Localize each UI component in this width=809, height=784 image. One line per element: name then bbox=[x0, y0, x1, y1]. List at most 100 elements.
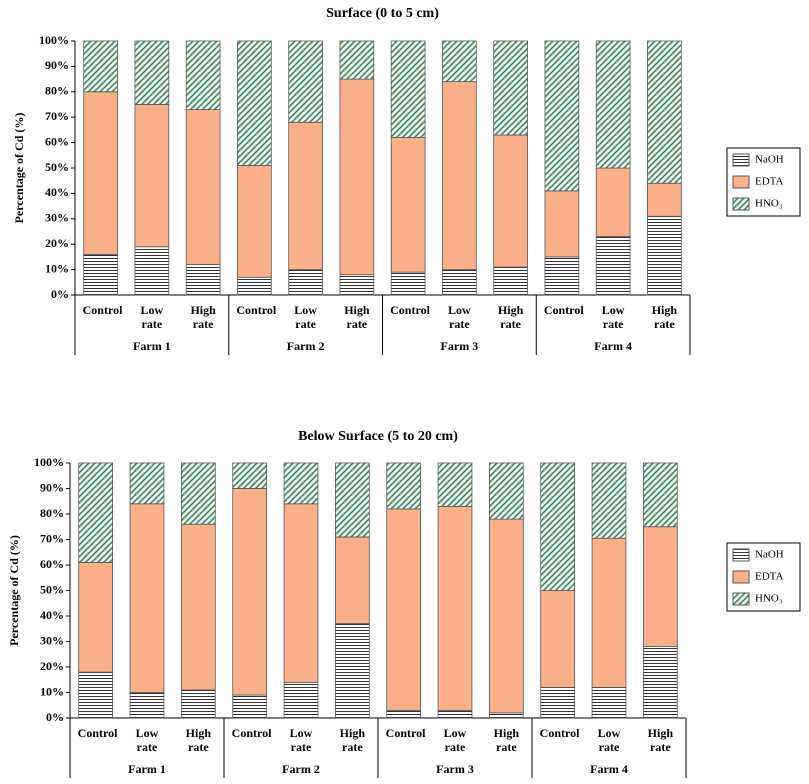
bar-segment bbox=[339, 274, 375, 296]
bar-segment bbox=[595, 236, 631, 296]
x-tick-label: High rate bbox=[651, 303, 678, 331]
bar-segment bbox=[386, 462, 422, 510]
bar-segment bbox=[442, 269, 477, 296]
bar-segment bbox=[595, 40, 631, 169]
y-tick-label: 40% bbox=[45, 185, 69, 199]
bar-segment bbox=[488, 518, 524, 714]
y-tick-label: 100% bbox=[34, 455, 64, 469]
y-tick-label: 50% bbox=[40, 582, 64, 596]
group-label: Farm 1 bbox=[128, 762, 166, 776]
bar-segment bbox=[493, 40, 528, 136]
legend-label: NaOH bbox=[755, 549, 784, 561]
bar-segment bbox=[386, 709, 422, 719]
bar-segment bbox=[334, 536, 370, 625]
legend-label: EDTA bbox=[755, 571, 784, 583]
group-label: Farm 3 bbox=[436, 762, 474, 776]
x-tick-label: Low rate bbox=[135, 726, 159, 754]
y-tick-label: 60% bbox=[40, 557, 64, 571]
bar-segment bbox=[232, 694, 268, 719]
bar-segment bbox=[544, 256, 580, 296]
chart-title: Below Surface (5 to 20 cm) bbox=[298, 429, 458, 444]
y-tick-label: 70% bbox=[40, 531, 64, 545]
group-label: Farm 4 bbox=[594, 339, 632, 353]
legend-swatch bbox=[732, 592, 750, 606]
y-tick-label: 50% bbox=[45, 160, 69, 174]
bar-segment bbox=[442, 40, 477, 83]
bar-segment bbox=[390, 40, 426, 138]
bar-segment bbox=[288, 269, 323, 296]
bar-segment bbox=[595, 167, 631, 237]
bar-segment bbox=[180, 689, 216, 719]
bar-segment bbox=[544, 190, 580, 258]
bar-segment bbox=[180, 523, 216, 691]
x-tick-label: Control bbox=[543, 303, 584, 317]
bar-segment bbox=[642, 526, 678, 647]
bar-segment bbox=[134, 40, 170, 105]
y-tick-label: 0% bbox=[46, 710, 64, 724]
bar-segment bbox=[334, 462, 370, 538]
bar-segment bbox=[339, 40, 375, 80]
bar-segment bbox=[83, 253, 118, 296]
y-tick-label: 20% bbox=[45, 236, 69, 250]
bar-segment bbox=[83, 91, 118, 255]
group-label: Farm 1 bbox=[133, 339, 171, 353]
y-tick-label: 90% bbox=[45, 58, 69, 72]
y-axis-label: Percentage of Cd (%) bbox=[7, 535, 21, 646]
bar-segment bbox=[493, 266, 528, 296]
bar-segment bbox=[232, 488, 268, 696]
y-tick-label: 10% bbox=[45, 261, 69, 275]
bar-segment bbox=[386, 508, 422, 711]
x-tick-label: Low rate bbox=[601, 303, 625, 331]
x-tick-label: Low rate bbox=[448, 303, 471, 331]
legend-swatch bbox=[732, 548, 750, 562]
y-tick-label: 100% bbox=[39, 33, 69, 47]
bar-segment bbox=[129, 462, 165, 505]
y-tick-label: 70% bbox=[45, 109, 69, 123]
y-tick-label: 20% bbox=[40, 659, 64, 673]
bar-segment bbox=[642, 646, 678, 719]
bar-segment bbox=[232, 462, 268, 489]
bar-segment bbox=[129, 503, 165, 693]
bar-segment bbox=[78, 671, 114, 719]
bar-segment bbox=[591, 537, 627, 688]
bar-segment bbox=[647, 182, 682, 217]
bar-segment bbox=[283, 462, 319, 505]
legend-label: NaOH bbox=[755, 154, 784, 166]
x-tick-label: High rate bbox=[647, 726, 673, 754]
x-tick-label: Control bbox=[231, 726, 272, 740]
y-tick-label: 60% bbox=[45, 134, 69, 148]
y-tick-label: 80% bbox=[45, 84, 69, 98]
legend-label: HNO₃ bbox=[755, 198, 783, 210]
group-label: Farm 2 bbox=[286, 339, 325, 353]
x-tick-label: Low rate bbox=[140, 303, 164, 331]
bar-segment bbox=[390, 137, 426, 273]
group-label: Farm 4 bbox=[590, 762, 628, 776]
bar-segment bbox=[185, 40, 221, 110]
bar-segment bbox=[442, 81, 477, 271]
bar-segment bbox=[78, 562, 114, 673]
group-label: Farm 2 bbox=[282, 762, 320, 776]
bar-segment bbox=[437, 505, 473, 711]
bar-segment bbox=[134, 104, 170, 248]
x-tick-label: High rate bbox=[190, 303, 216, 331]
legend-swatch bbox=[732, 197, 750, 211]
bar-segment bbox=[544, 40, 580, 192]
bar-segment bbox=[437, 462, 473, 507]
x-tick-label: Control bbox=[390, 303, 430, 317]
bar-segment bbox=[237, 40, 272, 166]
x-tick-label: Low rate bbox=[597, 726, 621, 754]
bar-segment bbox=[390, 271, 426, 296]
bar-segment bbox=[540, 462, 576, 591]
bar-segment bbox=[540, 590, 576, 688]
x-tick-label: High rate bbox=[344, 303, 370, 331]
bar-segment bbox=[237, 276, 272, 296]
y-tick-label: 90% bbox=[40, 480, 64, 494]
x-tick-label: High rate bbox=[339, 726, 365, 754]
y-tick-label: 80% bbox=[40, 506, 64, 520]
bar-segment bbox=[237, 165, 272, 278]
bar-segment bbox=[591, 462, 627, 539]
bar-segment bbox=[129, 692, 165, 719]
y-tick-label: 10% bbox=[40, 684, 64, 698]
y-tick-label: 40% bbox=[40, 608, 64, 622]
